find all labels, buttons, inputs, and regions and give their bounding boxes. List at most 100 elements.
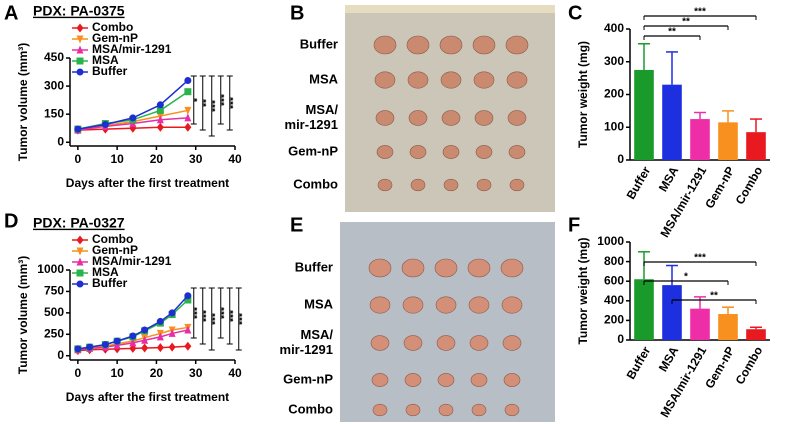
panel-letter: D bbox=[4, 210, 18, 232]
panel-letter: F bbox=[568, 214, 580, 236]
y-tick-label: 0 bbox=[617, 152, 624, 166]
y-tick-label: 500 bbox=[44, 305, 64, 319]
data-point bbox=[156, 122, 164, 132]
x-tick-label: Combo bbox=[733, 164, 766, 207]
tumor bbox=[504, 403, 520, 417]
y-tick-label: 400 bbox=[604, 21, 624, 35]
tumor bbox=[434, 258, 458, 278]
data-point bbox=[141, 343, 149, 353]
x-tick-label: Combo bbox=[733, 344, 766, 387]
tumor bbox=[405, 403, 421, 417]
data-point bbox=[184, 122, 192, 132]
y-tick-label: 0 bbox=[617, 332, 624, 346]
y-tick-label: 0 bbox=[57, 348, 64, 362]
x-tick-label: 40 bbox=[228, 366, 242, 380]
data-point bbox=[129, 332, 137, 340]
tumor bbox=[371, 373, 389, 387]
sig-label: *** bbox=[192, 307, 203, 319]
tumor bbox=[442, 145, 460, 159]
tumor bbox=[437, 373, 455, 387]
panel-letter: E bbox=[290, 214, 303, 236]
data-point bbox=[141, 335, 149, 344]
bar bbox=[690, 308, 710, 340]
sig-label: ** bbox=[201, 99, 212, 107]
legend-label: MSA bbox=[92, 53, 119, 67]
chart-title: PDX: PA-0375 bbox=[33, 3, 125, 19]
sig-label: *** bbox=[219, 307, 230, 319]
tumor bbox=[467, 258, 491, 278]
tumor bbox=[376, 145, 394, 159]
data-point bbox=[184, 106, 192, 115]
tumor bbox=[440, 71, 462, 89]
x-tick-label: 40 bbox=[228, 152, 242, 166]
panel-letter: B bbox=[290, 2, 304, 24]
bar bbox=[718, 122, 738, 160]
data-point bbox=[113, 340, 121, 349]
tumor bbox=[509, 178, 525, 192]
x-tick-label: 0 bbox=[75, 152, 82, 166]
data-point bbox=[156, 101, 164, 109]
legend-label: Gem-nP bbox=[92, 31, 138, 45]
x-tick-label: 10 bbox=[110, 152, 124, 166]
tumor bbox=[404, 373, 422, 387]
tumor bbox=[402, 296, 424, 314]
tumor bbox=[409, 145, 427, 159]
data-point bbox=[74, 345, 82, 353]
sig-label: ** bbox=[668, 27, 676, 38]
tumor bbox=[468, 296, 490, 314]
bar bbox=[662, 84, 682, 160]
tumor bbox=[368, 258, 392, 278]
data-point bbox=[184, 76, 192, 84]
data-point bbox=[113, 337, 121, 345]
row-label: Buffer bbox=[300, 36, 338, 51]
sig-label: *** bbox=[210, 100, 221, 112]
panel-letter: A bbox=[4, 2, 18, 24]
x-tick-label: MSA bbox=[656, 164, 682, 194]
data-point bbox=[129, 114, 137, 122]
x-tick-label: Buffer bbox=[624, 344, 654, 382]
sig-label: * bbox=[684, 272, 688, 283]
tumor bbox=[441, 110, 461, 126]
tumor bbox=[508, 145, 526, 159]
row-label: Gem-nP bbox=[288, 143, 338, 158]
x-tick-label: 0 bbox=[75, 366, 82, 380]
legend-marker bbox=[76, 45, 84, 54]
tumor bbox=[374, 71, 396, 89]
data-point bbox=[156, 332, 164, 341]
x-tick-label: 30 bbox=[189, 366, 203, 380]
tumor bbox=[506, 71, 528, 89]
tumor bbox=[408, 110, 428, 126]
tumor bbox=[443, 178, 459, 192]
legend-marker bbox=[76, 35, 84, 44]
data-point bbox=[156, 106, 164, 114]
sig-label: *** bbox=[201, 310, 212, 322]
tumor bbox=[406, 35, 430, 55]
panel-letter: C bbox=[568, 2, 582, 24]
y-tick-label: 100 bbox=[604, 119, 624, 133]
y-axis-title: Tumor weight (mg) bbox=[576, 237, 590, 344]
chart-title: PDX: PA-0327 bbox=[33, 215, 125, 231]
y-axis-title: Tumor volume (mm³) bbox=[16, 256, 30, 374]
data-point bbox=[129, 338, 137, 347]
y-tick-label: 200 bbox=[604, 87, 624, 101]
tumor bbox=[474, 110, 494, 126]
tumor bbox=[500, 258, 524, 278]
data-point bbox=[168, 309, 176, 317]
sig-label: *** bbox=[228, 310, 239, 322]
legend-marker bbox=[76, 235, 84, 245]
data-point bbox=[156, 343, 164, 353]
bar bbox=[634, 69, 654, 160]
tumor bbox=[375, 110, 395, 126]
tumor bbox=[401, 258, 425, 278]
row-label: mir-1291 bbox=[280, 342, 333, 357]
tumor bbox=[507, 110, 527, 126]
legend-label: MSA bbox=[92, 265, 119, 279]
y-tick-label: 0 bbox=[57, 134, 64, 148]
tumor bbox=[403, 335, 423, 351]
tumor bbox=[436, 335, 456, 351]
data-point bbox=[184, 88, 192, 96]
legend-marker bbox=[76, 257, 84, 266]
tumor bbox=[435, 296, 457, 314]
y-tick-label: 1000 bbox=[37, 262, 64, 276]
legend-label: Gem-nP bbox=[92, 243, 138, 257]
